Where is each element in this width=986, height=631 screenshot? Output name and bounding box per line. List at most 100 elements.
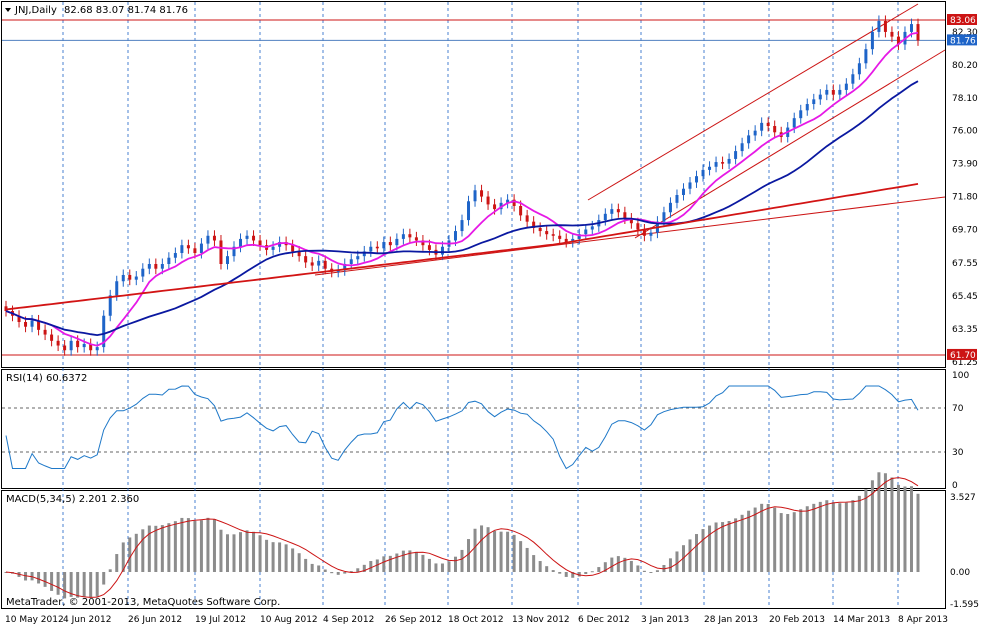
rsi-panel-frame [1, 369, 946, 489]
candle-body [193, 248, 197, 254]
macd-bar [649, 572, 653, 573]
candle-body [642, 229, 646, 236]
menu-triangle-icon[interactable] [5, 8, 11, 12]
macd-bar [356, 568, 360, 572]
macd-bar [427, 558, 431, 572]
macd-bar [252, 531, 256, 572]
macd-bar [525, 547, 529, 572]
axis-labels: 10 May 2012 4 Jun 2012 26 Jun 2012 19 Jul 2… [5, 14, 979, 625]
macd-bar [538, 561, 542, 572]
candle-body [239, 238, 243, 247]
candle-body [610, 209, 614, 214]
macd-bar [30, 572, 34, 581]
candle-body [82, 343, 86, 348]
macd-panel-frame [1, 490, 946, 609]
candle-body [258, 240, 262, 246]
macd-bar [577, 572, 581, 577]
macd-bar [642, 570, 646, 572]
candle-body [173, 253, 177, 258]
price-axis-label: 69.70 [952, 225, 978, 235]
macd-bar [349, 571, 353, 573]
macd-bar [128, 537, 132, 572]
candle-body [538, 227, 542, 232]
ohlc-readout: 82.68 83.07 81.74 81.76 [64, 5, 188, 16]
candle-body [721, 162, 725, 164]
macd-bar [278, 542, 282, 572]
candle-body [271, 246, 275, 250]
candle-body [812, 99, 816, 105]
candle-body [616, 209, 620, 213]
rsi-axis-label: 70 [952, 404, 964, 414]
vertical-grid [62, 2, 899, 608]
candle-body [896, 36, 900, 45]
macd-bar [447, 561, 451, 572]
candle-body [766, 122, 770, 127]
candle-body [369, 246, 373, 252]
macd-bar [271, 542, 275, 572]
macd-bar [284, 544, 288, 572]
candle-body [362, 251, 366, 257]
candle-body [50, 334, 54, 341]
trend-channel-upper [587, 3, 919, 201]
candle-body [734, 151, 738, 159]
price-axis-label: 61.25 [952, 358, 978, 368]
macd-bar [317, 565, 321, 572]
macd-bar [909, 486, 913, 572]
x-axis-label: 4 Sep 2012 [323, 615, 374, 625]
candle-body [76, 340, 80, 348]
candle-body [128, 274, 132, 280]
macd-bar [154, 525, 158, 572]
rsi-axis-label: 0 [952, 481, 958, 491]
macd-bar [727, 521, 731, 572]
candle-body [773, 126, 777, 133]
candle-body [512, 199, 516, 206]
candle-body [69, 340, 73, 351]
macd-bar [69, 572, 73, 597]
price-axis-label: 76.00 [952, 127, 978, 137]
candle-body [356, 256, 360, 260]
macd-bar [851, 500, 855, 572]
rsi-plot [2, 385, 945, 470]
macd-bar [421, 554, 425, 572]
candle-body [675, 194, 679, 203]
x-axis-label: 3 Jan 2013 [641, 615, 689, 625]
macd-bar [636, 565, 640, 572]
x-axis-label: 10 May 2012 [5, 615, 64, 625]
macd-bar [102, 572, 106, 585]
macd-bar [115, 554, 119, 572]
candle-body [870, 31, 874, 50]
macd-plot [4, 472, 920, 599]
candle-body [134, 276, 138, 280]
candle-body [701, 169, 705, 177]
macd-bar [460, 549, 464, 572]
candle-body [154, 263, 158, 269]
candle-body [864, 49, 868, 64]
candle-body [714, 162, 718, 167]
x-axis-label: 28 Jan 2013 [704, 615, 758, 625]
macd-bar [532, 555, 536, 572]
candle-body [792, 118, 796, 128]
candle-body [525, 215, 529, 222]
trend-channel-lower [634, 49, 946, 239]
macd-bar [629, 560, 633, 572]
macd-bar [160, 525, 164, 572]
macd-bar [434, 563, 438, 572]
candle-body [708, 166, 712, 170]
candle-body [857, 63, 861, 75]
candle-body [460, 220, 464, 232]
candle-body [199, 243, 203, 254]
price-axis-label: 78.10 [952, 94, 978, 104]
macd-bar [708, 525, 712, 572]
macd-bar [167, 523, 171, 572]
x-axis-label: 19 Jul 2012 [195, 615, 246, 625]
macd-bar [838, 503, 842, 572]
macd-bar [453, 556, 457, 572]
candle-body [590, 226, 594, 230]
macd-bar [740, 514, 744, 572]
macd-bar [82, 572, 86, 597]
macd-bar [467, 539, 471, 572]
candle-body [519, 205, 523, 216]
macd-bar [330, 572, 334, 574]
